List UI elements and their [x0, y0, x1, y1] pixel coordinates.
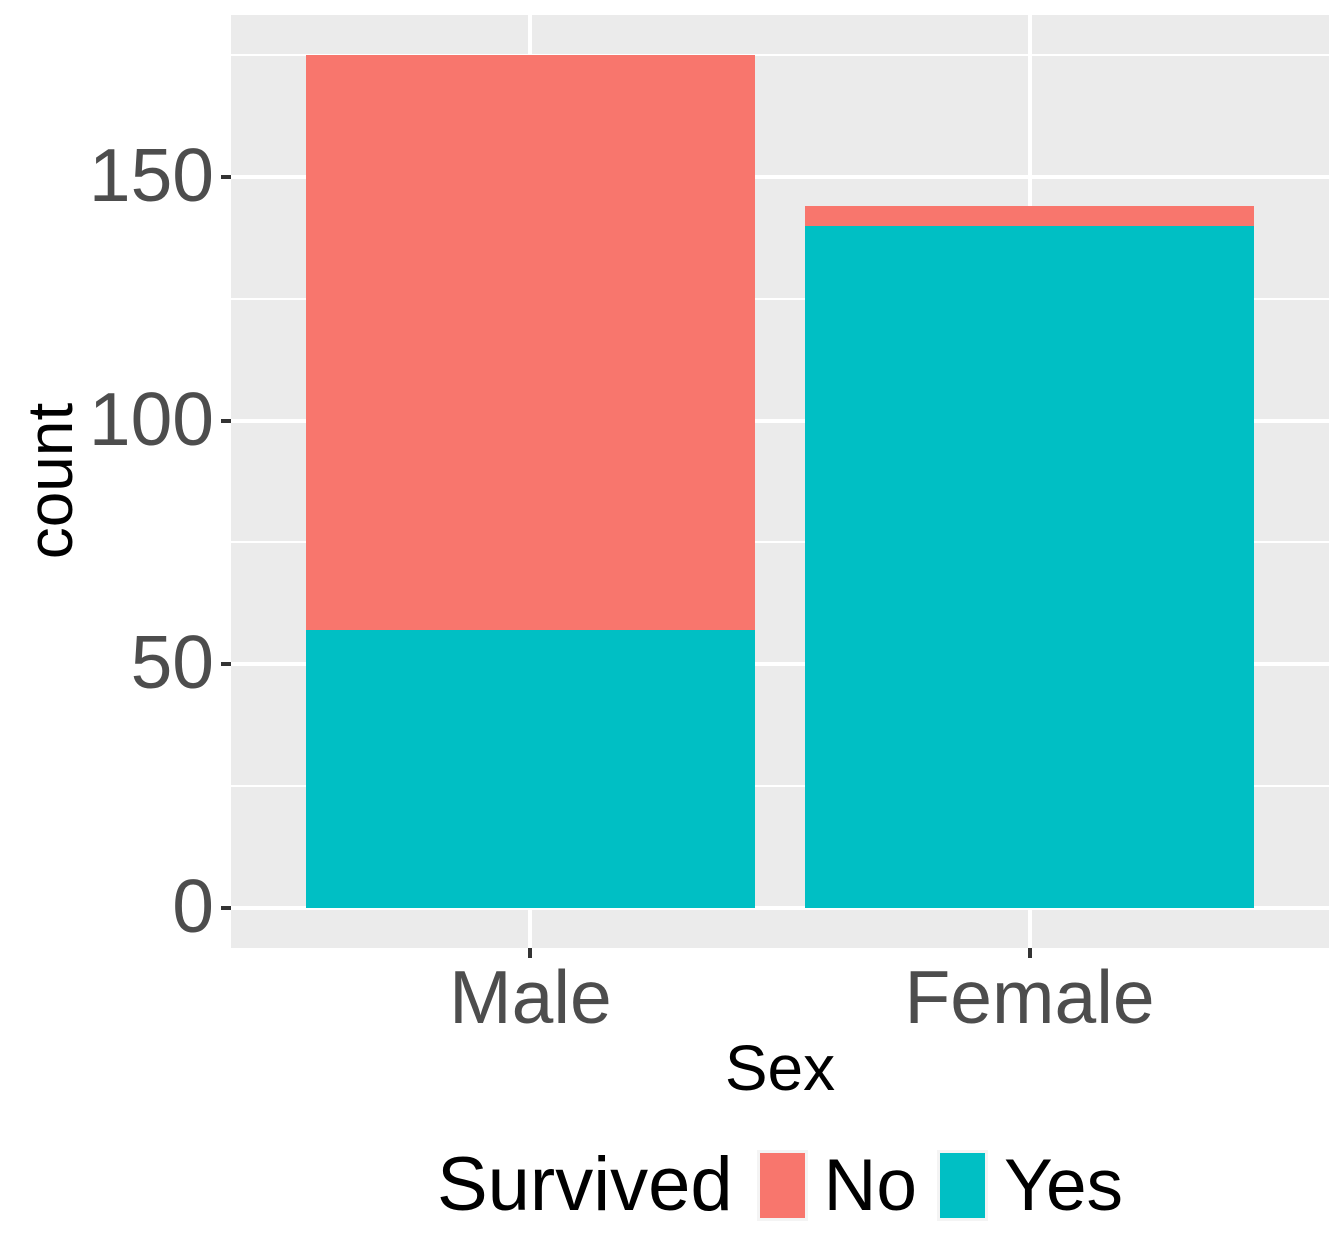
gridline-major-150	[231, 174, 1329, 179]
gridline-major-100	[231, 418, 1329, 423]
legend-label-yes: Yes	[1003, 1144, 1124, 1226]
gridline-minor-175	[231, 54, 1329, 56]
legend-label-no: No	[823, 1144, 917, 1226]
bar-segment-female-yes	[804, 225, 1255, 908]
legend-entry-yes: Yes	[936, 1144, 1124, 1226]
x-tick-label-male: Male	[449, 955, 612, 1039]
x-tick-female	[1027, 948, 1032, 958]
y-tick-150	[221, 174, 231, 179]
gridline-major-50	[231, 662, 1329, 667]
y-tick-100	[221, 418, 231, 423]
legend-entry-no: No	[756, 1144, 917, 1226]
y-tick-label-0: 0	[172, 864, 214, 948]
y-tick-50	[221, 662, 231, 667]
y-tick-label-100: 100	[88, 376, 214, 461]
plot-panel	[231, 15, 1329, 948]
legend-items: No Yes	[756, 1144, 1124, 1226]
legend-swatch-no	[756, 1149, 808, 1221]
legend: Survived No Yes	[231, 1142, 1329, 1227]
bar-segment-male-yes	[305, 630, 756, 908]
gridline-minor-125	[231, 297, 1329, 300]
gridline-minor-25	[231, 785, 1329, 788]
bar-segment-male-no	[305, 55, 756, 631]
legend-title: Survived	[436, 1142, 733, 1227]
bar-segment-female-no	[804, 206, 1255, 226]
gridline-major-0	[231, 906, 1329, 910]
y-tick-label-150: 150	[88, 132, 214, 217]
legend-swatch-yes	[936, 1149, 988, 1221]
gridline-minor-75	[231, 541, 1329, 544]
x-tick-label-female: Female	[904, 955, 1155, 1039]
x-tick-male	[528, 948, 533, 958]
y-tick-label-50: 50	[130, 620, 214, 705]
y-axis-title: count	[14, 402, 86, 560]
y-tick-0	[221, 906, 231, 910]
x-axis-title: Sex	[724, 1032, 836, 1104]
